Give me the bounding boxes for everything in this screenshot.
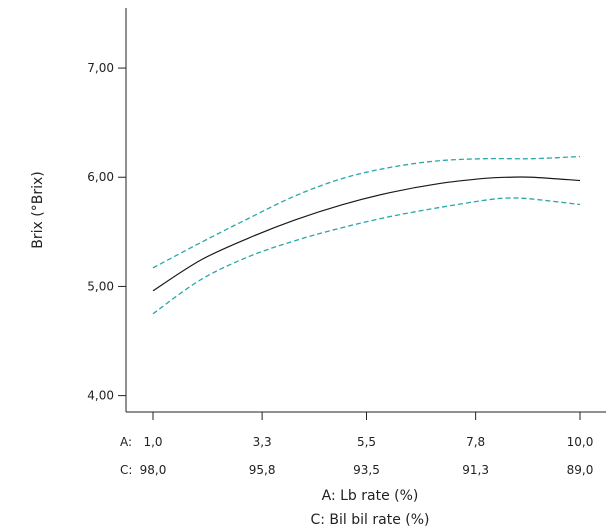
series-prediction-line bbox=[152, 176, 581, 292]
y-tick-label: 6,00 bbox=[87, 170, 114, 184]
y-tick-label: 4,00 bbox=[87, 389, 114, 403]
x-tick-label-a: 5,5 bbox=[357, 435, 376, 449]
x-tick-label-c: 89,0 bbox=[567, 463, 594, 477]
x-tick-label-c: 93,5 bbox=[353, 463, 380, 477]
x-tick-label-a: 3,3 bbox=[253, 435, 272, 449]
x-tick-label-a: 7,8 bbox=[466, 435, 485, 449]
y-tick-label: 5,00 bbox=[87, 279, 114, 293]
x-axis-title-c: C: Bil bil rate (%) bbox=[310, 512, 429, 528]
series-upper-interval-line bbox=[152, 155, 581, 269]
x-tick-label-a: 10,0 bbox=[567, 435, 594, 449]
x-tick-label-c: 91,3 bbox=[462, 463, 489, 477]
x-tick-label-c: 95,8 bbox=[249, 463, 276, 477]
y-axis-title: Brix (°Brix) bbox=[30, 171, 46, 248]
x-ticks: 1,0 98,0 3,3 95,8 5,5 93,5 7,8 91,3 10,0 89,0 bbox=[140, 412, 594, 477]
x-axis-prefix-a: A: bbox=[120, 435, 132, 449]
series-lower-interval-line bbox=[152, 197, 581, 315]
x-axis-prefix-c: C: bbox=[120, 463, 132, 477]
x-tick-label-c: 98,0 bbox=[140, 463, 167, 477]
x-axis-title-a: A: Lb rate (%) bbox=[322, 488, 419, 504]
plot-lines bbox=[152, 155, 581, 315]
y-tick-label: 7,00 bbox=[87, 61, 114, 75]
y-ticks: 4,00 5,00 6,00 7,00 bbox=[87, 61, 126, 403]
x-tick-label-a: 1,0 bbox=[143, 435, 162, 449]
